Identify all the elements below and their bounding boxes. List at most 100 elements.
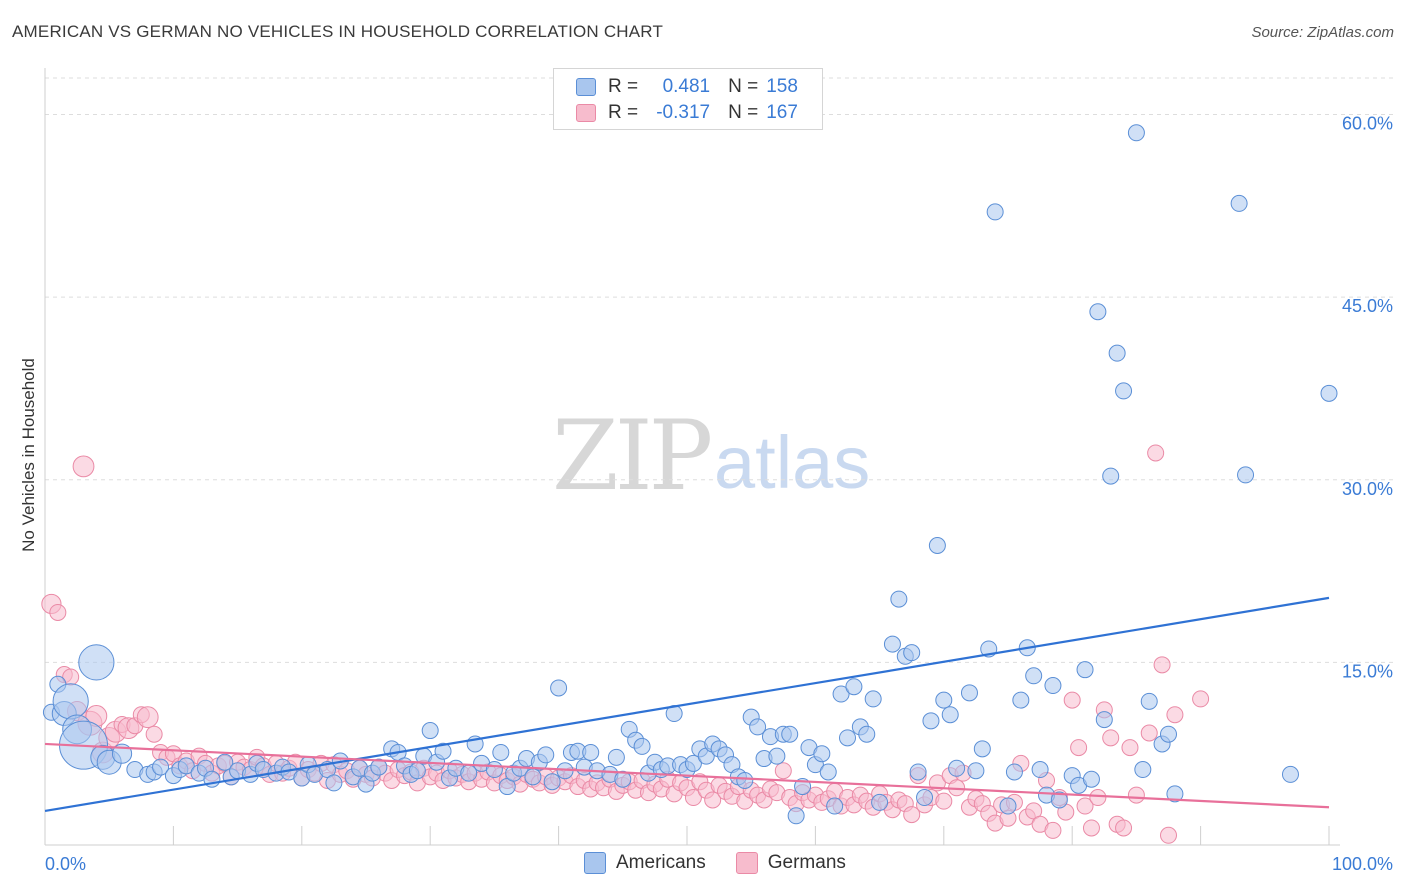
german-point [1121,739,1139,757]
german-point [1089,789,1107,807]
german-point [1044,821,1062,839]
american-point [864,690,882,708]
y-tick-label: 15.0% [1342,661,1393,681]
german-point [1192,690,1210,708]
german-point [1147,444,1165,462]
american-point [1102,467,1120,485]
american-point [1115,382,1133,400]
y-tick-label: 30.0% [1342,479,1393,499]
german-point [1127,786,1145,804]
x-tick-label: 0.0% [45,854,86,874]
american-point [614,770,632,788]
american-point [1005,763,1023,781]
watermark-atlas: atlas [714,421,871,504]
american-point [177,757,195,775]
german-point [49,603,67,621]
american-point [967,762,985,780]
x-tick-label: 100.0% [1332,854,1393,874]
american-point [1025,667,1043,685]
american-point [370,758,388,776]
american-point [941,706,959,724]
american-point [1089,303,1107,321]
legend-swatch-pink [576,104,596,122]
legend-item-americans: Americans [584,852,706,874]
source-label: Source: ZipAtlas.com [1251,24,1394,41]
american-point [813,745,831,763]
german-point [935,792,953,810]
series-legend: Americans Germans [584,852,876,874]
german-point [72,455,95,478]
german-point [1063,691,1081,709]
american-point [1082,770,1100,788]
american-point [1012,691,1030,709]
american-point [524,768,542,786]
german-point [1076,797,1094,815]
american-point [1237,466,1255,484]
american-point [434,742,452,760]
american-point [832,685,850,703]
german-point [1082,819,1100,837]
american-point [819,763,837,781]
legend-n-value: 158 [766,76,798,97]
german-point [1140,724,1158,742]
american-point [922,712,940,730]
american-point [787,807,805,825]
american-trend-line [44,596,1330,812]
american-point [736,771,754,789]
german-point [903,806,921,824]
american-point [986,203,1004,221]
y-tick-label: 60.0% [1342,114,1393,134]
y-axis-label: No Vehicles in Household [19,358,38,552]
american-point [916,789,934,807]
american-point [935,691,953,709]
german-point [1166,706,1184,724]
legend-r-label: R = [608,102,639,123]
german-point [774,762,792,780]
german-point [1102,729,1120,747]
german-point [1070,739,1088,757]
american-point [826,797,844,815]
gridlines [45,77,1394,663]
american-point [903,644,921,662]
american-point [1320,384,1338,402]
american-point [948,759,966,777]
german-point [1160,826,1177,844]
american-point [1140,692,1158,710]
y-tick-label: 45.0% [1342,296,1393,316]
german-point [136,706,159,729]
american-point [909,763,927,781]
american-point [537,746,555,764]
american-point [408,762,426,780]
american-point [582,743,600,761]
legend-row-americans: R = 0.481 N = 158 [576,75,798,99]
american-point [890,590,908,608]
american-point [1127,124,1145,142]
american-point [749,718,767,736]
german-point [145,725,163,743]
american-point [421,722,439,740]
american-point [607,748,625,766]
watermark-zip: ZIP [552,400,713,512]
american-point [1134,761,1152,779]
american-point [1160,725,1177,743]
legend-n-label: N = [728,76,759,97]
american-point [152,758,170,776]
american-point [485,761,503,779]
american-point [1281,765,1299,783]
american-point [839,729,856,747]
legend-n-label: N = [728,102,759,123]
trend-lines [44,596,1330,812]
american-point [960,684,978,702]
american-points [42,124,1338,825]
american-point [928,537,946,555]
american-point [999,797,1017,815]
american-point [492,743,510,761]
legend-n-value: 167 [766,102,798,123]
legend-item-germans: Germans [735,852,846,874]
american-point [216,753,234,771]
american-point [1108,344,1126,362]
american-point [684,754,702,772]
americans-swatch [584,852,606,874]
germans-label: Germans [767,852,846,873]
